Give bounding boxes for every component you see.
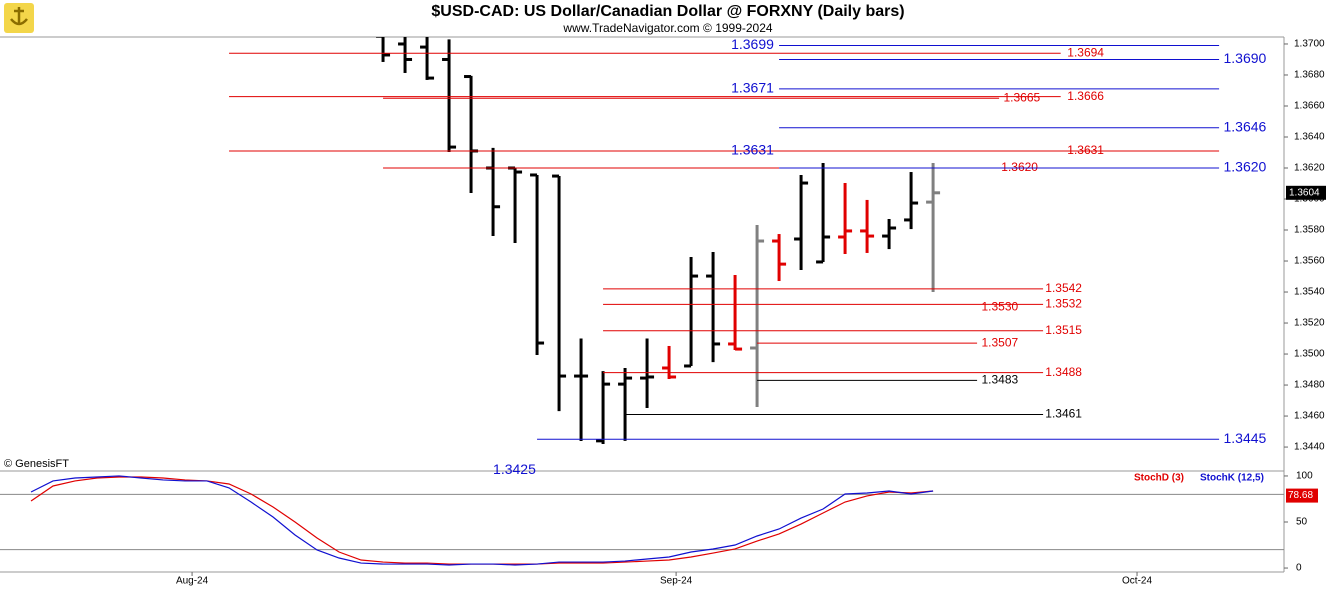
chart-title: $USD-CAD: US Dollar/Canadian Dollar @ FO…: [431, 3, 904, 20]
chart-subtitle: www.TradeNavigator.com © 1999-2024: [562, 21, 772, 35]
last-value-box: [1286, 488, 1318, 503]
level-label: 1.3699: [731, 36, 774, 52]
stoch-line: [30, 475, 934, 566]
y-tick-label: 1.3480: [1294, 380, 1325, 391]
level-label: 1.3532: [1045, 297, 1082, 311]
level-label: 1.3530: [981, 300, 1018, 314]
y-tick-label: 1.3440: [1294, 442, 1325, 453]
level-label: 1.3646: [1223, 118, 1266, 134]
price-plot: [376, 37, 941, 444]
level-label: 1.3515: [1045, 323, 1082, 337]
level-label: 1.3461: [1045, 407, 1082, 421]
legend-entry: StochD (3): [1134, 473, 1184, 484]
level-label: 1.3666: [1067, 89, 1104, 103]
level-label: 1.3631: [731, 142, 774, 158]
y-tick-label: 1.3500: [1294, 349, 1325, 360]
last-price-box: [1286, 185, 1326, 200]
level-label: 1.3620: [1001, 160, 1038, 174]
level-label: 1.3542: [1045, 281, 1082, 295]
y-tick-label: 1.3620: [1294, 163, 1325, 174]
y-tick-label: 1.3580: [1294, 225, 1325, 236]
level-label: 1.3631: [1067, 143, 1104, 157]
legend-entry: StochK (12,5): [1200, 473, 1264, 484]
y-tick-label: 1.3560: [1294, 256, 1325, 267]
y-tick-label: 1.3680: [1294, 70, 1325, 81]
y-tick-label: 1.3660: [1294, 101, 1325, 112]
x-tick-label: Aug-24: [176, 576, 209, 587]
y-tick-label: 1.3520: [1294, 318, 1325, 329]
last-price: 1.3604: [1289, 187, 1320, 198]
last-value: 78.68: [1288, 490, 1313, 501]
level-label: 1.3690: [1223, 50, 1266, 66]
y-tick-label: 1.3700: [1294, 39, 1325, 50]
y-tick-label: 50: [1296, 517, 1308, 528]
level-label: 1.3445: [1223, 430, 1266, 446]
level-label: 1.3671: [731, 80, 774, 96]
level-label: 1.3483: [981, 373, 1018, 387]
annotation: © GenesisFT: [4, 458, 69, 470]
level-label: 1.3694: [1067, 45, 1104, 59]
level-label: 1.3507: [981, 335, 1018, 349]
y-tick-label: 1.3460: [1294, 411, 1325, 422]
level-label: 1.3425: [493, 461, 536, 477]
y-tick-label: 1.3540: [1294, 287, 1325, 298]
x-tick-label: Oct-24: [1122, 576, 1152, 587]
level-label: 1.3620: [1223, 159, 1266, 175]
x-tick-label: Sep-24: [660, 576, 693, 587]
logo: [4, 3, 34, 33]
level-label: 1.3665: [1003, 90, 1040, 104]
y-tick-label: 100: [1296, 471, 1313, 482]
y-tick-label: 0: [1296, 563, 1302, 574]
level-label: 1.3488: [1045, 365, 1082, 379]
y-tick-label: 1.3640: [1294, 132, 1325, 143]
